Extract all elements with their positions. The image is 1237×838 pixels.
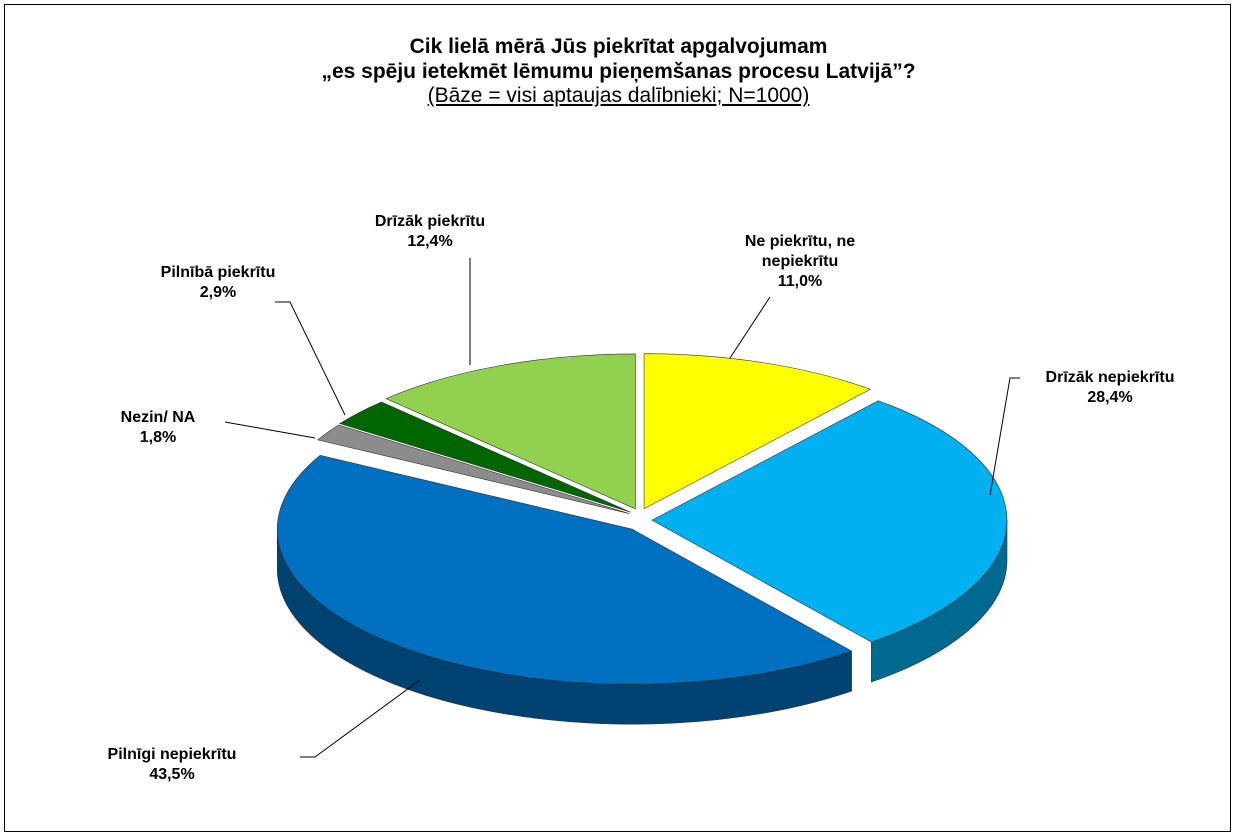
data-label: Nezin/ NA 1,8%	[98, 408, 218, 448]
value-label: 12,4%	[407, 233, 453, 250]
pie-slice	[651, 400, 1008, 643]
leader-line	[224, 421, 316, 439]
pie-slice	[339, 401, 631, 513]
leader-line	[275, 301, 346, 416]
pie-slice	[385, 353, 636, 510]
data-label: Drīzāk nepiekrītu 28,4%	[1010, 368, 1210, 408]
leader-line	[729, 296, 771, 359]
category-label: Ne piekrītu, ne nepiekrītu	[744, 233, 856, 270]
category-label: Drīzāk piekrītu	[374, 213, 486, 230]
chart-frame	[4, 4, 1231, 832]
value-label: 1,8%	[139, 429, 177, 446]
category-label: Drīzāk nepiekrītu	[1045, 369, 1175, 386]
category-label: Nezin/ NA	[120, 409, 196, 426]
pie-slice	[643, 353, 872, 510]
pie-slice	[276, 455, 853, 685]
chart-title: Cik lielā mērā Jūs piekrītat apgalvojuma…	[409, 35, 828, 58]
leader-line	[300, 679, 421, 758]
value-label: 2,9%	[199, 284, 237, 301]
category-label: Pilnīgi nepiekrītu	[107, 746, 237, 763]
data-label: Drīzāk piekrītu 12,4%	[340, 212, 520, 252]
leader-line	[989, 377, 1020, 496]
data-label: Pilnībā piekrītu 2,9%	[138, 263, 298, 303]
category-label: Pilnībā piekrītu	[160, 264, 276, 281]
value-label: 43,5%	[149, 766, 195, 783]
value-label: 11,0%	[777, 273, 823, 290]
value-label: 28,4%	[1087, 389, 1133, 406]
data-label: Pilnīgi nepiekrītu 43,5%	[72, 745, 272, 785]
data-label: Ne piekrītu, ne nepiekrītu 11,0%	[720, 232, 880, 292]
chart-subtitle: (Bāze = visi aptaujas dalībnieki; N=1000…	[427, 84, 810, 107]
pie-slice	[316, 424, 630, 514]
chart-title: „es spēju ietekmēt lēmumu pieņemšanas pr…	[321, 60, 916, 83]
